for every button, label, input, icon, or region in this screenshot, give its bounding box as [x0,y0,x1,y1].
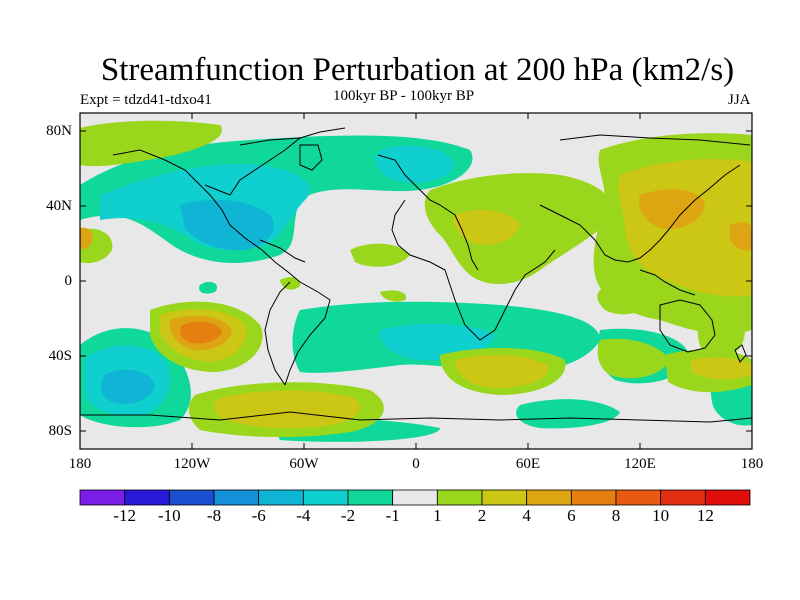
colorbar-label: 6 [567,506,576,525]
colorbar-swatch [660,489,706,506]
colorbar-label: -4 [296,506,311,525]
coastlines [80,127,752,423]
lon-label-120e: 120E [624,456,656,472]
positive-region-tropical-atlantic [350,243,410,267]
colorbar-label: 12 [696,506,714,525]
lat-label-40s: 40S [48,348,72,364]
positive-region-east-asia [639,189,705,229]
colorbar-label: 1 [433,506,442,525]
positive-region-south-atlantic-equator [380,290,406,302]
contour-field [80,113,752,449]
negative-region-north-america [180,199,274,251]
colorbar-swatch [79,489,126,506]
negative-region-atlantic [325,166,353,187]
lat-label-80n: 80N [46,123,72,139]
colorbar-label: -10 [157,506,181,525]
lon-label-60w: 60W [289,456,319,472]
colorbar-swatch [168,489,215,506]
colorbar-swatch [392,489,438,506]
colorbar-swatch [436,489,483,506]
colorbar-label: -8 [206,506,222,525]
positive-region-southern-ocean [214,390,361,428]
positive-region-indian [697,313,745,359]
colorbar [79,489,751,506]
colorbar-swatch [302,489,349,506]
lon-label-0: 0 [412,456,420,472]
colorbar-swatch [258,489,304,506]
positive-region-east-asia [730,222,752,251]
positive-region-south-atlantic [455,355,549,388]
positive-region-south-indian [597,338,670,379]
axis-ticks [80,113,752,449]
colorbar-swatch [124,489,170,506]
colorbar-swatch [213,489,260,506]
period-label: 100kyr BP - 100kyr BP [333,88,475,104]
positive-region-indian-ocean [597,285,650,315]
colorbar-swatch [615,489,662,506]
lon-label-60e: 60E [515,456,541,472]
lat-label-80s: 80S [48,423,72,439]
colorbar-label: -2 [340,506,356,525]
colorbar-swatch [526,489,572,506]
lon-label-180e: 180 [740,456,764,472]
colorbar-swatch [481,489,528,506]
colorbar-swatch [570,489,617,506]
negative-region-southern-ocean [516,399,620,429]
positive-region-south-pacific-east [690,357,752,380]
negative-region-pacific [199,281,218,294]
lat-label-40n: 40N [46,198,72,214]
colorbar-label: 4 [522,506,531,525]
negative-region-arctic [375,145,455,183]
colorbar-label: 2 [477,506,487,525]
positive-region-east-pacific-west [80,227,93,250]
lat-label-0: 0 [64,273,73,289]
map-title: Streamfunction Perturbation at 200 hPa (… [100,52,735,88]
colorbar-label: 8 [611,506,621,525]
colorbar-swatch [704,489,751,506]
season-label: JJA [728,92,751,108]
lon-label-120w: 120W [173,456,211,472]
colorbar-label: 10 [652,506,670,525]
lon-label-180w: 180 [68,456,92,472]
experiment-label: Expt = tdzd41-tdxo41 [80,92,212,108]
colorbar-label: -12 [113,506,136,525]
positive-region-north-atlantic [453,209,520,246]
colorbar-label: -6 [251,506,266,525]
positive-region-north-atlantic [424,173,613,285]
colorbar-swatch [347,489,394,506]
negative-region-south-pacific [100,369,155,405]
positive-region-south-pacific [180,321,222,344]
colorbar-label: -1 [385,506,400,525]
